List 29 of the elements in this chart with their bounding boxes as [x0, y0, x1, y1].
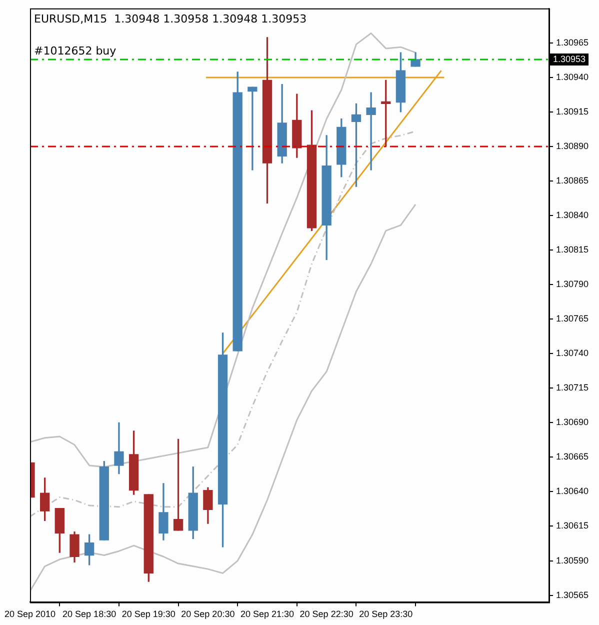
chart-title: EURUSD,M15 1.30948 1.30958 1.30948 1.30953: [34, 12, 307, 26]
ref-line-label: #1012652 buy: [34, 44, 117, 58]
candlestick: [248, 86, 258, 170]
y-tick-label: 1.30815: [556, 244, 589, 255]
annotation: 1.30953: [553, 54, 586, 64]
x-tick-label: 20 Sep 22:30: [300, 609, 354, 620]
y-tick-label: 1.30665: [556, 452, 589, 462]
candlestick: [366, 92, 376, 170]
x-tick-label: 20 Sep 20:30: [181, 609, 235, 620]
y-tick-label: 1.30715: [556, 382, 589, 393]
y-tick-label: 1.30590: [556, 555, 589, 566]
y-tick-label: 1.30890: [556, 140, 589, 151]
y-tick-label: 1.30690: [556, 417, 589, 428]
x-tick-label: 20 Sep 2010: [4, 609, 56, 620]
y-tick-label: 1.30565: [556, 590, 589, 600]
x-tick-label: 20 Sep 18:30: [62, 609, 116, 620]
y-tick-label: 1.30940: [556, 72, 589, 82]
y-tick-label: 1.30915: [556, 106, 589, 116]
y-tick-label: 1.30840: [556, 210, 589, 220]
y-tick-label: 1.30790: [556, 279, 589, 290]
y-tick-label: 1.30965: [556, 37, 589, 48]
y-tick-label: 1.30640: [556, 486, 589, 496]
x-tick-label: 20 Sep 19:30: [122, 609, 176, 620]
y-tick-label: 1.30615: [556, 520, 589, 531]
x-tick-label: 20 Sep 21:30: [240, 609, 294, 620]
x-tick-label: 20 Sep 23:30: [359, 609, 413, 620]
y-tick-label: 1.30740: [556, 348, 589, 358]
y-tick-label: 1.30865: [556, 176, 589, 186]
y-tick-label: 1.30765: [556, 314, 589, 324]
